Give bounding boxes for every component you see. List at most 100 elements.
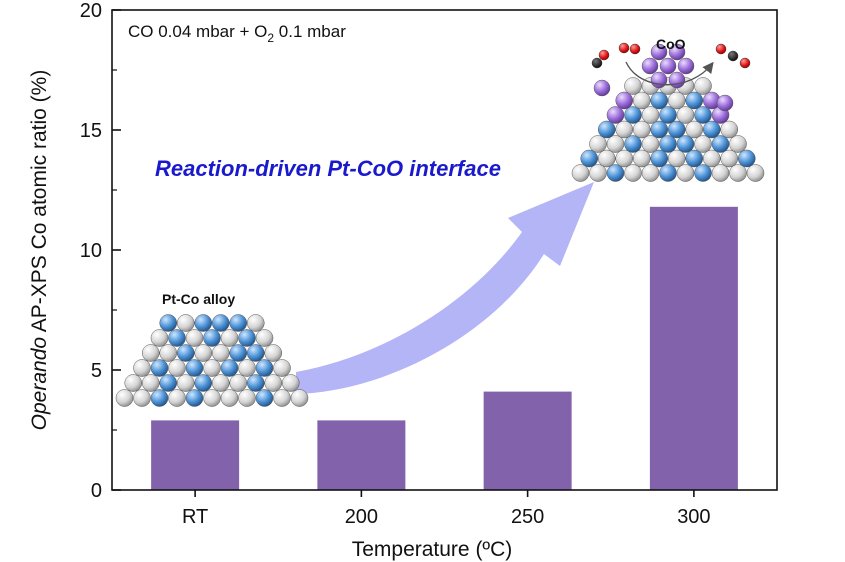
oxygen-atom xyxy=(715,43,727,55)
pt-atom xyxy=(159,344,177,362)
co-atom xyxy=(220,359,239,377)
co-atom xyxy=(168,329,186,347)
co-atom xyxy=(685,149,703,168)
co-atom xyxy=(255,359,274,377)
co-atom xyxy=(650,91,668,110)
pt-atom xyxy=(150,329,169,347)
pt-atom xyxy=(177,314,195,332)
co-atom xyxy=(659,106,677,124)
pt-atom xyxy=(641,106,660,124)
pt-atom xyxy=(676,106,695,124)
pt-atom xyxy=(633,120,651,139)
pt-atom xyxy=(115,389,134,407)
co-atom xyxy=(194,374,212,392)
co-atom xyxy=(650,120,668,139)
co-atom xyxy=(668,120,686,139)
pt-atom xyxy=(133,359,151,377)
pt-atom xyxy=(676,164,695,182)
pt-co-alloy-cluster xyxy=(115,314,309,407)
pt-atom xyxy=(641,164,660,182)
x-tick-label: 300 xyxy=(677,506,710,528)
pt-atom xyxy=(720,149,738,168)
y-axis-title-rest: AP-XPS Co atomic ratio (%) xyxy=(28,70,51,337)
oxygen-atom xyxy=(629,43,641,55)
pt-atom xyxy=(133,389,151,407)
pt-atom xyxy=(212,344,230,362)
pt-atom xyxy=(641,135,660,153)
pt-atom xyxy=(668,91,686,110)
co-atom xyxy=(238,329,256,347)
pt-atom xyxy=(606,135,625,153)
pt-atom xyxy=(598,149,616,168)
co-atom xyxy=(606,164,625,182)
co-atom xyxy=(711,135,730,153)
pt-atom xyxy=(264,374,282,392)
co-atom xyxy=(255,389,274,407)
pt-atom xyxy=(729,164,747,182)
pt-atom xyxy=(264,344,282,362)
co-atom xyxy=(624,106,642,124)
co-atom xyxy=(598,120,616,139)
pt-atom xyxy=(220,329,239,347)
bar-250 xyxy=(483,391,572,490)
pt-atom xyxy=(282,374,300,392)
co-atom xyxy=(738,149,756,168)
gas-molecules xyxy=(591,42,751,86)
oxygen-atom xyxy=(598,49,610,61)
y-tick-label: 0 xyxy=(91,480,102,502)
x-tick-label: RT xyxy=(182,506,208,528)
condition-suffix: 0.1 mbar xyxy=(274,22,346,41)
y-tick-label: 5 xyxy=(91,360,102,382)
coo-atom xyxy=(668,43,686,61)
co-atom xyxy=(212,314,230,332)
co-atom xyxy=(159,374,177,392)
pt-atom xyxy=(220,389,239,407)
coo-atom xyxy=(650,71,668,89)
y-tick-label: 15 xyxy=(80,120,102,142)
pt-atom xyxy=(711,164,730,182)
right-cluster-label: CoO xyxy=(656,36,686,52)
pt-atom xyxy=(703,149,721,168)
y-axis-title: Operando AP-XPS Co atomic ratio (%) xyxy=(28,70,51,431)
pt-atom xyxy=(694,135,712,153)
pt-atom xyxy=(720,120,738,139)
y-tick-label: 10 xyxy=(80,240,102,262)
coo-atom xyxy=(615,91,633,110)
headline-label: Reaction-driven Pt-CoO interface xyxy=(155,156,501,181)
pt-atom xyxy=(168,359,186,377)
coo-atom xyxy=(650,43,668,61)
pt-atom xyxy=(168,389,186,407)
co-atom xyxy=(694,106,712,124)
pt-atom xyxy=(203,359,221,377)
co-atom xyxy=(247,374,265,392)
coo-atom xyxy=(668,71,686,89)
pt-atom xyxy=(203,389,221,407)
co-atom xyxy=(229,344,247,362)
pt-atom xyxy=(624,77,642,95)
bar-300 xyxy=(649,206,738,491)
co-atom xyxy=(676,135,695,153)
coo-atom xyxy=(716,94,734,112)
co-atom xyxy=(194,314,212,332)
pt-atom xyxy=(185,329,204,347)
pt-atom xyxy=(238,389,256,407)
pt-atom xyxy=(624,164,642,182)
coo-atom xyxy=(659,57,677,75)
pt-atom xyxy=(142,374,160,392)
trend-arrow xyxy=(296,182,594,394)
bar-200 xyxy=(317,420,406,490)
y-axis: 0 5 10 15 20 xyxy=(80,0,121,502)
co-atom xyxy=(177,344,195,362)
co-atom xyxy=(703,120,721,139)
coo-atom xyxy=(593,79,611,97)
pt-atom xyxy=(615,149,633,168)
reaction-arrow xyxy=(625,61,714,86)
pt-atom xyxy=(273,359,291,377)
coo-atom xyxy=(606,106,625,124)
carbon-atom xyxy=(727,50,739,62)
co-atom xyxy=(203,329,221,347)
pt-atom xyxy=(589,164,607,182)
pt-atom xyxy=(633,149,651,168)
pt-atom xyxy=(571,164,590,182)
